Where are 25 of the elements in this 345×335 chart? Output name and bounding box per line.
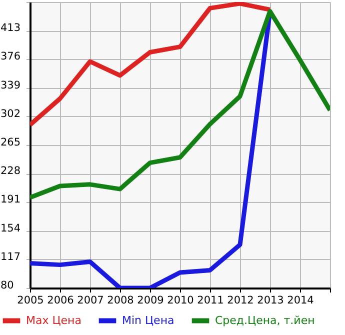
x-tick-label: 2010	[167, 294, 194, 306]
y-tick-label: 191	[0, 194, 21, 206]
y-tick-label: 117	[0, 250, 21, 263]
x-tick-label: 2009	[137, 294, 164, 306]
legend-label: Min Цена	[122, 314, 174, 327]
y-tick-label: 302	[0, 108, 21, 120]
legend-label: Max Цена	[26, 314, 82, 327]
line-series	[30, 2, 272, 128]
y-tick-label: 80	[0, 280, 14, 292]
x-tick-label: 2008	[107, 294, 134, 306]
y-tick-label: 265	[0, 136, 21, 148]
x-tick-label: 2005	[17, 294, 44, 306]
x-tick-label: 2013	[257, 294, 284, 306]
x-tick-label: 2006	[47, 294, 74, 306]
y-tick-label: 376	[0, 50, 21, 63]
line-series	[30, 9, 330, 200]
x-tick-label: 2007	[77, 294, 104, 306]
y-tick-label: 413	[0, 22, 21, 34]
x-tick-label: 2014	[287, 294, 314, 306]
y-tick-label: 339	[0, 79, 21, 92]
x-tick-label: 2011	[197, 294, 224, 306]
x-tick-label: 2012	[227, 294, 254, 306]
legend-label: Сред.Цена, т.йен	[215, 314, 315, 327]
y-tick-label: 228	[0, 165, 21, 178]
y-tick-label: 154	[0, 222, 21, 234]
